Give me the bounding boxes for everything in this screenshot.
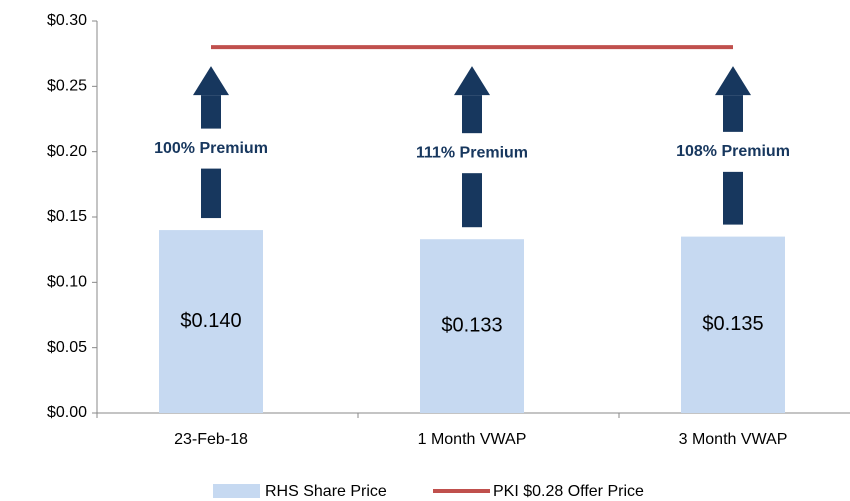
arrow-head (715, 66, 751, 96)
annotation: 100% Premium (154, 140, 268, 157)
arrow-shaft (723, 95, 743, 132)
y-tick-label: $0.05 (47, 339, 87, 356)
x-tick-label: 1 Month VWAP (418, 431, 527, 448)
arrow-head (193, 66, 229, 96)
bar (159, 230, 263, 413)
arrow-shaft (201, 168, 221, 219)
arrow-shaft (723, 171, 743, 225)
arrow-head (454, 66, 490, 96)
legend-label: PKI $0.28 Offer Price (493, 483, 644, 500)
y-tick-label: $0.20 (47, 143, 87, 160)
bar (420, 239, 524, 413)
arrow-shaft (462, 173, 482, 228)
legend-swatch (213, 484, 260, 498)
bar (681, 236, 785, 413)
y-tick-label: $0.30 (47, 12, 87, 29)
value-label: $0.133 (441, 314, 502, 336)
annotation: 111% Premium (416, 144, 528, 161)
y-tick-label: $0.15 (47, 208, 87, 225)
legend-label: RHS Share Price (265, 483, 387, 500)
value-label: $0.140 (180, 310, 241, 332)
arrow-shaft (462, 95, 482, 134)
y-tick-label: $0.25 (47, 78, 87, 95)
x-tick-label: 23-Feb-18 (174, 431, 248, 448)
arrow-shaft (201, 95, 221, 129)
y-tick-label: $0.00 (47, 404, 87, 421)
annotation: 108% Premium (676, 143, 790, 160)
y-tick-label: $0.10 (47, 274, 87, 291)
value-label: $0.135 (702, 313, 763, 335)
x-tick-label: 3 Month VWAP (679, 431, 788, 448)
